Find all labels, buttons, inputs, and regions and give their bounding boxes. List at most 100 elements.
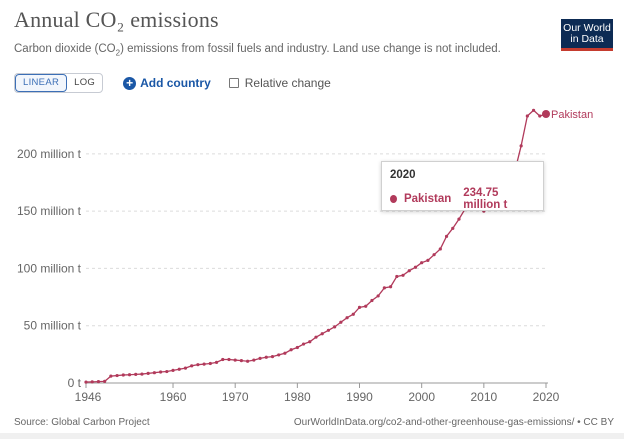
checkbox-icon (228, 78, 239, 88)
data-point (457, 217, 461, 221)
data-point (134, 372, 138, 377)
data-point (370, 298, 374, 303)
x-tick-label: 1980 (284, 390, 311, 404)
data-point (308, 340, 312, 344)
tooltip-entity: Pakistan (403, 193, 452, 205)
data-point (320, 332, 324, 336)
data-point (519, 144, 523, 148)
tooltip-value: 234.75 million t (463, 187, 508, 211)
data-point (426, 258, 430, 262)
y-tick-label: 200 million t (17, 147, 82, 161)
y-tick-label: 50 million t (24, 319, 82, 333)
data-point (413, 265, 418, 269)
data-point (451, 226, 455, 230)
data-point (270, 355, 275, 359)
data-point (525, 114, 529, 118)
data-point (214, 360, 219, 364)
data-point (283, 351, 287, 355)
url-link[interactable]: OurWorldInData.org/co2-and-other-greenho… (293, 417, 614, 428)
plus-circle-icon: + (123, 76, 137, 90)
data-point (420, 261, 424, 265)
x-tick-label: 2010 (470, 390, 497, 404)
logo-line1: Our World (563, 21, 611, 34)
data-point (277, 353, 281, 357)
data-point (190, 364, 194, 368)
data-point (127, 373, 132, 377)
data-point (295, 345, 299, 350)
data-point (376, 294, 380, 298)
y-tick-label: 150 million t (17, 204, 82, 218)
data-point (538, 114, 542, 118)
data-point (84, 380, 88, 384)
data-tooltip: 2020 Pakistan 234.75 million t (381, 161, 544, 211)
series-line (85, 109, 547, 383)
chart-controls: LINEAR LOG + Add country Relative change (14, 73, 331, 93)
data-point (351, 312, 355, 316)
data-point (183, 366, 188, 370)
log-scale-button[interactable]: LOG (74, 77, 96, 88)
data-point (395, 274, 399, 279)
data-point (301, 342, 306, 346)
data-point (158, 370, 163, 374)
data-point (289, 348, 293, 352)
add-country-label: Add country (140, 76, 211, 90)
owid-logo[interactable]: Our World in Data (561, 19, 613, 51)
tooltip-year: 2020 (390, 169, 416, 181)
chart-title: Annual CO₂ emissions (14, 7, 219, 32)
data-point (333, 325, 337, 329)
series-end-label: Pakistan (551, 109, 593, 121)
data-point (246, 359, 250, 363)
data-point (314, 335, 318, 339)
data-point (382, 286, 386, 290)
y-tick-label: 100 million t (17, 261, 82, 275)
data-point (357, 305, 362, 309)
data-point (96, 380, 101, 384)
data-point (103, 379, 107, 383)
data-point (221, 357, 225, 362)
data-point (258, 356, 262, 360)
data-point (115, 373, 119, 378)
add-country-button[interactable]: + Add country (123, 76, 211, 90)
data-point (140, 372, 144, 376)
logo-line2: in Data (570, 32, 604, 45)
data-point (202, 362, 206, 366)
tooltip-row: Pakistan 234.75 million t (390, 187, 535, 211)
x-tick-label: 2000 (408, 390, 435, 404)
data-point (227, 357, 231, 362)
data-point (121, 373, 125, 377)
data-point (239, 359, 244, 363)
chart-subtitle: Carbon dioxide (CO2) emissions from foss… (14, 43, 501, 58)
data-point (90, 380, 94, 384)
data-point (438, 247, 442, 251)
data-point (531, 108, 536, 112)
data-point (407, 269, 411, 273)
x-tick-label: 1960 (160, 390, 187, 404)
data-point (109, 374, 113, 378)
scale-toggle: LINEAR LOG (14, 73, 104, 93)
data-point (171, 368, 175, 372)
x-tick-label: 1946 (75, 390, 102, 404)
data-point (233, 358, 237, 362)
data-point (152, 371, 156, 375)
linear-scale-button[interactable]: LINEAR (15, 74, 68, 92)
x-tick-label: 2020 (533, 390, 560, 404)
highlight-point (542, 110, 550, 119)
source-link[interactable]: Source: Global Carbon Project (14, 417, 150, 428)
x-tick-label: 1970 (222, 390, 249, 404)
data-point (339, 320, 343, 324)
data-point (326, 328, 331, 332)
data-point (444, 234, 449, 238)
data-point (196, 363, 200, 367)
relative-change-checkbox[interactable]: Relative change (228, 76, 331, 90)
data-point (364, 304, 368, 308)
data-point (264, 355, 268, 359)
data-point (165, 369, 169, 374)
data-point (388, 285, 393, 289)
data-point (345, 316, 349, 320)
data-point (252, 358, 256, 362)
data-point (177, 367, 181, 371)
data-point (432, 253, 436, 257)
horizontal-scrollbar[interactable] (0, 433, 624, 439)
data-point (401, 273, 405, 277)
